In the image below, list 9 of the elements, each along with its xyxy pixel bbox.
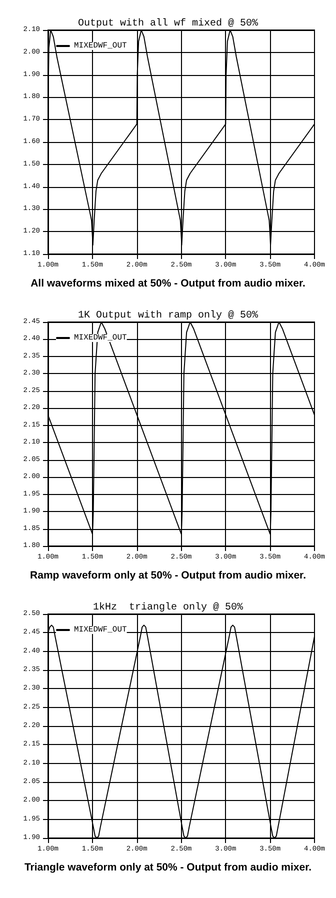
chart-title: 1kHz triangle only @ 50%: [92, 602, 244, 614]
legend-label: MIXEDWF_OUT: [74, 42, 128, 50]
chart-title: 1K Output with ramp only @ 50%: [78, 310, 258, 322]
text: All waveforms mixed at 50% - Output from audio mixer.: [30, 278, 306, 290]
text: Ramp waveform only at 50% - Output from audio mixer.: [30, 570, 306, 582]
legend-label: MIXEDWF_OUT: [74, 334, 128, 342]
chart-title: Output with all wf mixed @ 50%: [78, 18, 258, 30]
legend-label: MIXEDWF_OUT: [74, 626, 128, 634]
text: Triangle waveform only at 50% - Output from audio mixer.: [24, 862, 312, 874]
